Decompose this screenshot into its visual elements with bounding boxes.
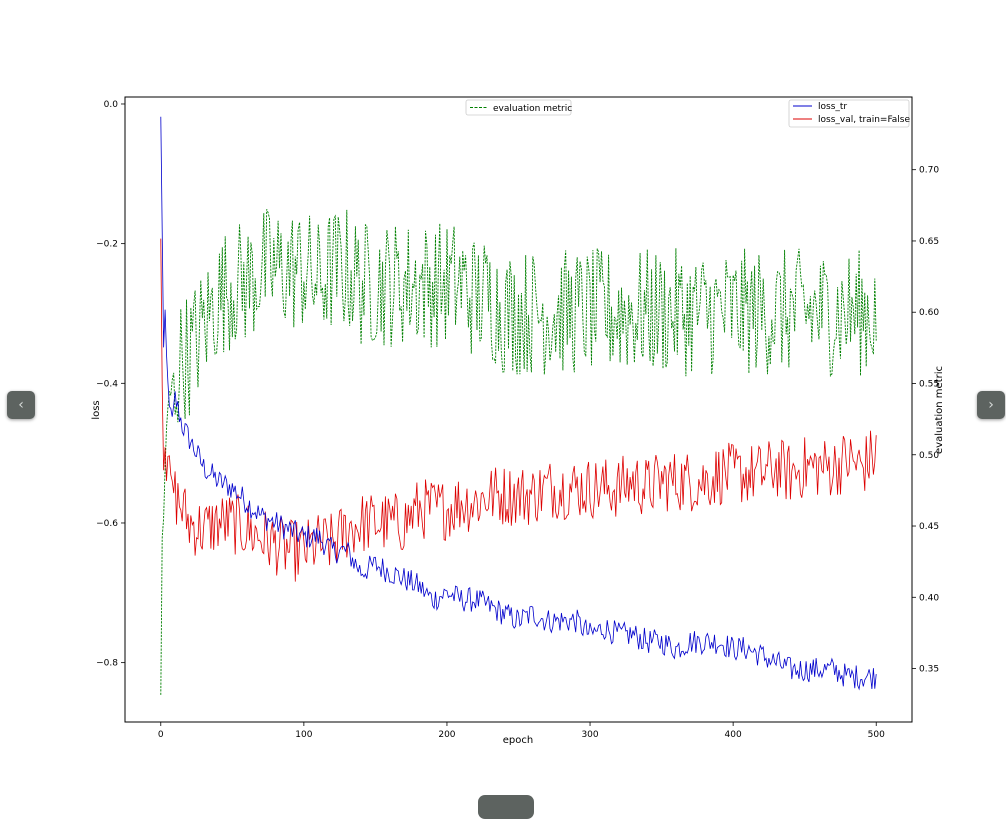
x-tick-label: 0	[158, 730, 164, 740]
x-axis-label: epoch	[503, 735, 533, 746]
y2-tick-label: 0.50	[919, 451, 939, 461]
prev-button[interactable]: ‹	[7, 391, 35, 419]
y2-tick-label: 0.35	[919, 665, 939, 675]
y2-tick-label: 0.60	[919, 308, 939, 318]
legend-loss-val-label: loss_val, train=False	[818, 115, 910, 125]
y2-tick-label: 0.40	[919, 593, 939, 603]
x-tick-label: 500	[868, 730, 885, 740]
chevron-right-icon: ›	[988, 397, 994, 413]
x-tick-label: 300	[581, 730, 598, 740]
series-line-loss-tr	[160, 116, 877, 691]
y2-tick-label: 0.55	[919, 379, 939, 389]
y-tick-label: −0.8	[96, 659, 118, 669]
y-tick-label: −0.6	[96, 519, 118, 529]
series-line-evaluation-metric	[160, 209, 877, 695]
y2-axis-label: evaluation metric	[934, 366, 945, 454]
plot-frame	[124, 96, 913, 723]
legend-loss: loss_tr loss_val, train=False	[788, 99, 910, 128]
y-tick-label: −0.2	[96, 240, 118, 250]
x-tick-label: 100	[295, 730, 312, 740]
x-tick-label: 400	[725, 730, 742, 740]
y2-tick-label: 0.45	[919, 522, 939, 532]
y-tick-label: 0.0	[104, 100, 119, 110]
legend-eval-label: evaluation metric	[493, 104, 572, 114]
y-tick-label: −0.4	[96, 379, 118, 389]
loss-tr-layer	[160, 116, 877, 691]
y-axis-label: loss	[91, 400, 102, 419]
y2-tick-label: 0.70	[919, 166, 939, 176]
evaluation-metric-layer	[160, 209, 877, 695]
chevron-left-icon: ‹	[18, 397, 24, 413]
legend-eval: evaluation metric	[465, 99, 572, 116]
axes: 0 100 200 300 400 500 0.0 −0.2 −0.4 −0.6 −0.8 0.35 0…	[96, 100, 939, 740]
legend-loss-tr-label: loss_tr	[818, 102, 847, 112]
series-line-loss-val-train-false	[160, 238, 877, 582]
loss-val-layer	[160, 238, 877, 582]
y2-tick-label: 0.65	[919, 237, 939, 247]
x-tick-label: 200	[438, 730, 455, 740]
next-button[interactable]: ›	[977, 391, 1005, 419]
bottom-toolbar-handle[interactable]	[478, 795, 534, 819]
